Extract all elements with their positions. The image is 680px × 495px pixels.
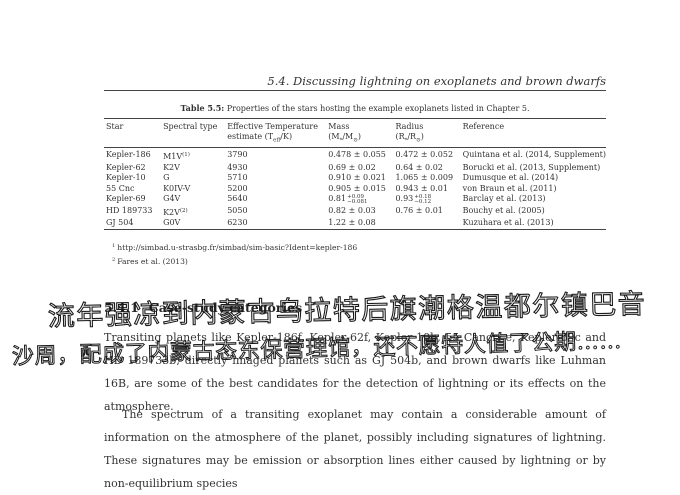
cell-radius: 1.065 ± 0.009	[395, 173, 454, 183]
cell-mass: 0.69 ± 0.02	[328, 162, 376, 172]
col-header-reference: Reference	[460, 118, 606, 133]
table-row: GJ 504 G0V 6230 1.22 ± 0.08 Kuzuhara et al. …	[104, 217, 606, 231]
cell-mass: 0.905 ± 0.015	[328, 183, 386, 193]
table-caption-label: Table 5.5:	[180, 103, 225, 113]
cell-spectral-type: G	[163, 173, 170, 183]
star-properties-table: Star Spectral type Effective Temperature…	[104, 118, 606, 231]
footnote: 2 Fares et al. (2013)	[112, 257, 188, 266]
running-head: 5.4. Discussing lightning on exoplanets …	[267, 74, 606, 88]
cell-radius: 0.943 ± 0.01	[395, 183, 448, 193]
cell-reference: Quintana et al. (2014, Supplement)	[462, 150, 606, 160]
table-row: HD 189733 K2V(2) 5050 0.82 ± 0.03 0.76 ± 0.0…	[104, 206, 606, 218]
table-body: Kepler-186 M1V(1) 3790 0.478 ± 0.055 0.472 ±…	[104, 148, 606, 231]
cell-reference: Kuzuhara et al. (2013)	[460, 217, 606, 231]
footnote: 1 http://simbad.u-strasbg.fr/simbad/sim-b…	[112, 243, 358, 252]
cell-spectral-type: K2V(2)	[163, 207, 188, 217]
col-header-temperature-unit: estimate (Teff/K)	[225, 132, 327, 149]
cell-spectral-type: K0IV-V	[163, 183, 191, 193]
cell-spectral-type: G4V	[163, 194, 181, 204]
cell-mass: 1.22 ± 0.08	[326, 217, 394, 231]
paragraph: The spectrum of a transiting exoplanet m…	[104, 408, 606, 490]
cell-radius	[393, 217, 461, 231]
cell-star: Kepler-69	[106, 194, 146, 204]
cell-radius: 0.93 +0.18 −0.12	[395, 193, 432, 206]
cell-temperature: 6230	[225, 217, 327, 231]
cell-temperature: 4930	[227, 162, 248, 172]
col-header-temperature: Effective Temperature	[225, 118, 327, 133]
col-header-spectral-type: Spectral type	[161, 118, 226, 133]
cell-star: GJ 504	[104, 217, 162, 231]
table-row: Kepler-10 G 5710 0.910 ± 0.021 1.065 ± 0.009…	[104, 173, 606, 183]
handwritten-annotation: 流年强凉到内蒙古乌拉特后旗潮格温都尔镇巴音 沙周，配成了内蒙古态东保营理馆，还不…	[11, 288, 647, 370]
col-header-radius-unit: (R*/R⊙)	[393, 132, 461, 149]
cell-star: 55 Cnc	[106, 183, 135, 193]
cell-temperature: 3790	[227, 150, 248, 160]
cell-star: Kepler-10	[106, 173, 146, 183]
cell-star: Kepler-62	[106, 162, 146, 172]
cell-reference: Borucki et al. (2013, Supplement)	[462, 162, 601, 172]
cell-star: HD 189733	[106, 205, 153, 215]
cell-temperature: 5200	[227, 183, 248, 193]
table-footnotes: 1 http://simbad.u-strasbg.fr/simbad/sim-b…	[112, 240, 357, 268]
cell-reference: Barclay et al. (2013)	[462, 194, 546, 204]
cell-radius: 0.64 ± 0.02	[395, 162, 443, 172]
handwriting-line-2: 沙周，配成了内蒙古态东保营理馆，还不愿特人值了公期……	[12, 329, 623, 370]
cell-spectral-type: K2V	[163, 162, 180, 172]
table-caption: Table 5.5: Properties of the stars hosti…	[104, 103, 606, 113]
cell-temperature: 5640	[227, 194, 248, 204]
table-row: Kepler-69 G4V 5640 0.81 +0.09 −0.081 0.93 +0.18…	[104, 194, 606, 206]
cell-temperature: 5050	[227, 205, 248, 215]
cell-reference: von Braun et al. (2011)	[462, 183, 557, 193]
table-row: Kepler-62 K2V 4930 0.69 ± 0.02 0.64 ± 0.02 Bo…	[104, 163, 606, 173]
cell-mass: 0.82 ± 0.03	[328, 205, 376, 215]
cell-reference: Bouchy et al. (2005)	[462, 205, 545, 215]
col-header-star: Star	[104, 118, 162, 133]
col-header-mass-unit: (M*/M⊙)	[326, 132, 394, 149]
header-rule	[104, 90, 606, 91]
cell-star: Kepler-186	[106, 150, 151, 160]
col-header-mass: Mass	[326, 118, 394, 133]
table-caption-text: Properties of the stars hosting the exam…	[226, 104, 530, 113]
paragraph: Transiting planets like Kepler-186f, Kep…	[104, 331, 606, 413]
col-header-radius: Radius	[393, 118, 461, 133]
section-number: 5.4.1	[104, 300, 139, 315]
cell-mass: 0.910 ± 0.021	[328, 173, 386, 183]
cell-mass: 0.81 +0.09 −0.081	[328, 193, 368, 206]
cell-reference: Dumusque et al. (2014)	[462, 173, 559, 183]
table-row: Kepler-186 M1V(1) 3790 0.478 ± 0.055 0.472 ±…	[104, 148, 606, 163]
section-title: Case-study categories	[148, 300, 303, 315]
cell-spectral-type: G0V	[161, 217, 226, 231]
cell-temperature: 5710	[227, 173, 248, 183]
handwriting-line-1: 流年强凉到内蒙古乌拉特后旗潮格温都尔镇巴音	[48, 289, 647, 333]
table-row: 55 Cnc K0IV-V 5200 0.905 ± 0.015 0.943 ± 0.0…	[104, 184, 606, 194]
cell-mass: 0.478 ± 0.055	[328, 150, 386, 160]
cell-radius: 0.76 ± 0.01	[395, 205, 443, 215]
section-heading: 5.4.1 Case-study categories	[104, 300, 302, 315]
cell-spectral-type: M1V(1)	[163, 152, 190, 162]
cell-radius: 0.472 ± 0.052	[395, 150, 454, 160]
